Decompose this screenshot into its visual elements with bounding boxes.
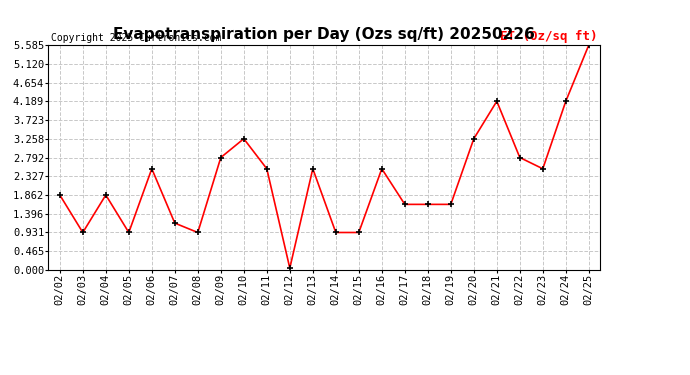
Text: Copyright 2025 Curtronics.com: Copyright 2025 Curtronics.com [51, 33, 221, 43]
Text: ET (Oz/sq ft): ET (Oz/sq ft) [500, 30, 598, 43]
Title: Evapotranspiration per Day (Ozs sq/ft) 20250226: Evapotranspiration per Day (Ozs sq/ft) 2… [113, 27, 535, 42]
